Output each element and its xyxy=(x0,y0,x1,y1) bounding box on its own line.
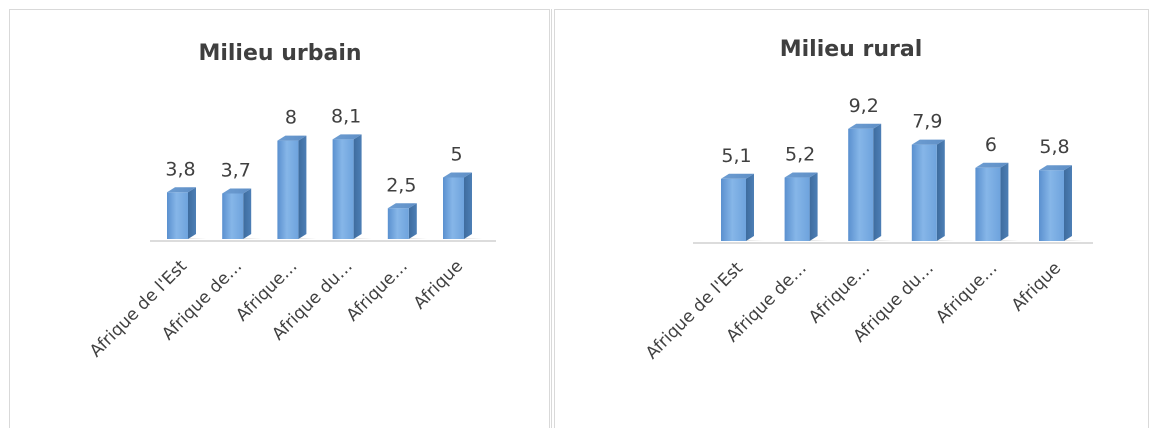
panel-divider xyxy=(551,9,552,428)
category-label-5: Afrique… xyxy=(343,256,412,325)
category-label-6: Afrique xyxy=(1008,258,1065,315)
category-label-5: Afrique… xyxy=(932,258,1001,327)
category-label-6: Afrique xyxy=(410,256,467,313)
bar-2 xyxy=(222,188,262,239)
bar-chart-rural: Milieu rural 5,1 Afrique de l'Est 5,2 Afriq… xyxy=(642,37,1093,363)
bar-chart-urbain: Milieu urbain 3,8 Afrique de l'Est 3,7 Afri… xyxy=(86,41,496,361)
bar-6 xyxy=(1039,165,1082,241)
bar-3 xyxy=(277,135,317,239)
bar-1 xyxy=(721,173,764,241)
bar-1 xyxy=(167,187,206,239)
data-label-3: 8 xyxy=(285,107,297,129)
bar-5 xyxy=(387,203,427,239)
data-label-6: 5 xyxy=(450,144,462,166)
data-label-6: 5,8 xyxy=(1039,136,1069,158)
data-label-5: 6 xyxy=(985,134,997,156)
bar-5 xyxy=(975,162,1019,241)
data-label-1: 5,1 xyxy=(721,145,751,167)
data-label-3: 9,2 xyxy=(849,95,879,117)
data-label-5: 2,5 xyxy=(386,174,416,196)
chart-title: Milieu urbain xyxy=(198,41,361,66)
bar-2 xyxy=(784,172,828,241)
data-label-2: 3,7 xyxy=(221,159,251,181)
data-label-4: 8,1 xyxy=(331,105,361,127)
chart-title: Milieu rural xyxy=(780,37,923,62)
data-label-1: 3,8 xyxy=(165,158,195,180)
bar-4 xyxy=(332,134,372,239)
category-label-1: Afrique de l'Est xyxy=(642,258,747,363)
bar-4 xyxy=(911,139,955,241)
data-label-4: 7,9 xyxy=(912,111,942,133)
category-label-1: Afrique de l'Est xyxy=(86,256,191,361)
chart-panel-rural: Milieu rural 5,1 Afrique de l'Est 5,2 Afriq… xyxy=(554,9,1149,428)
chart-panel-urbain: Milieu urbain 3,8 Afrique de l'Est 3,7 Afri… xyxy=(9,9,550,428)
data-label-2: 5,2 xyxy=(785,144,815,166)
bar-6 xyxy=(443,172,482,239)
bar-3 xyxy=(848,123,892,241)
